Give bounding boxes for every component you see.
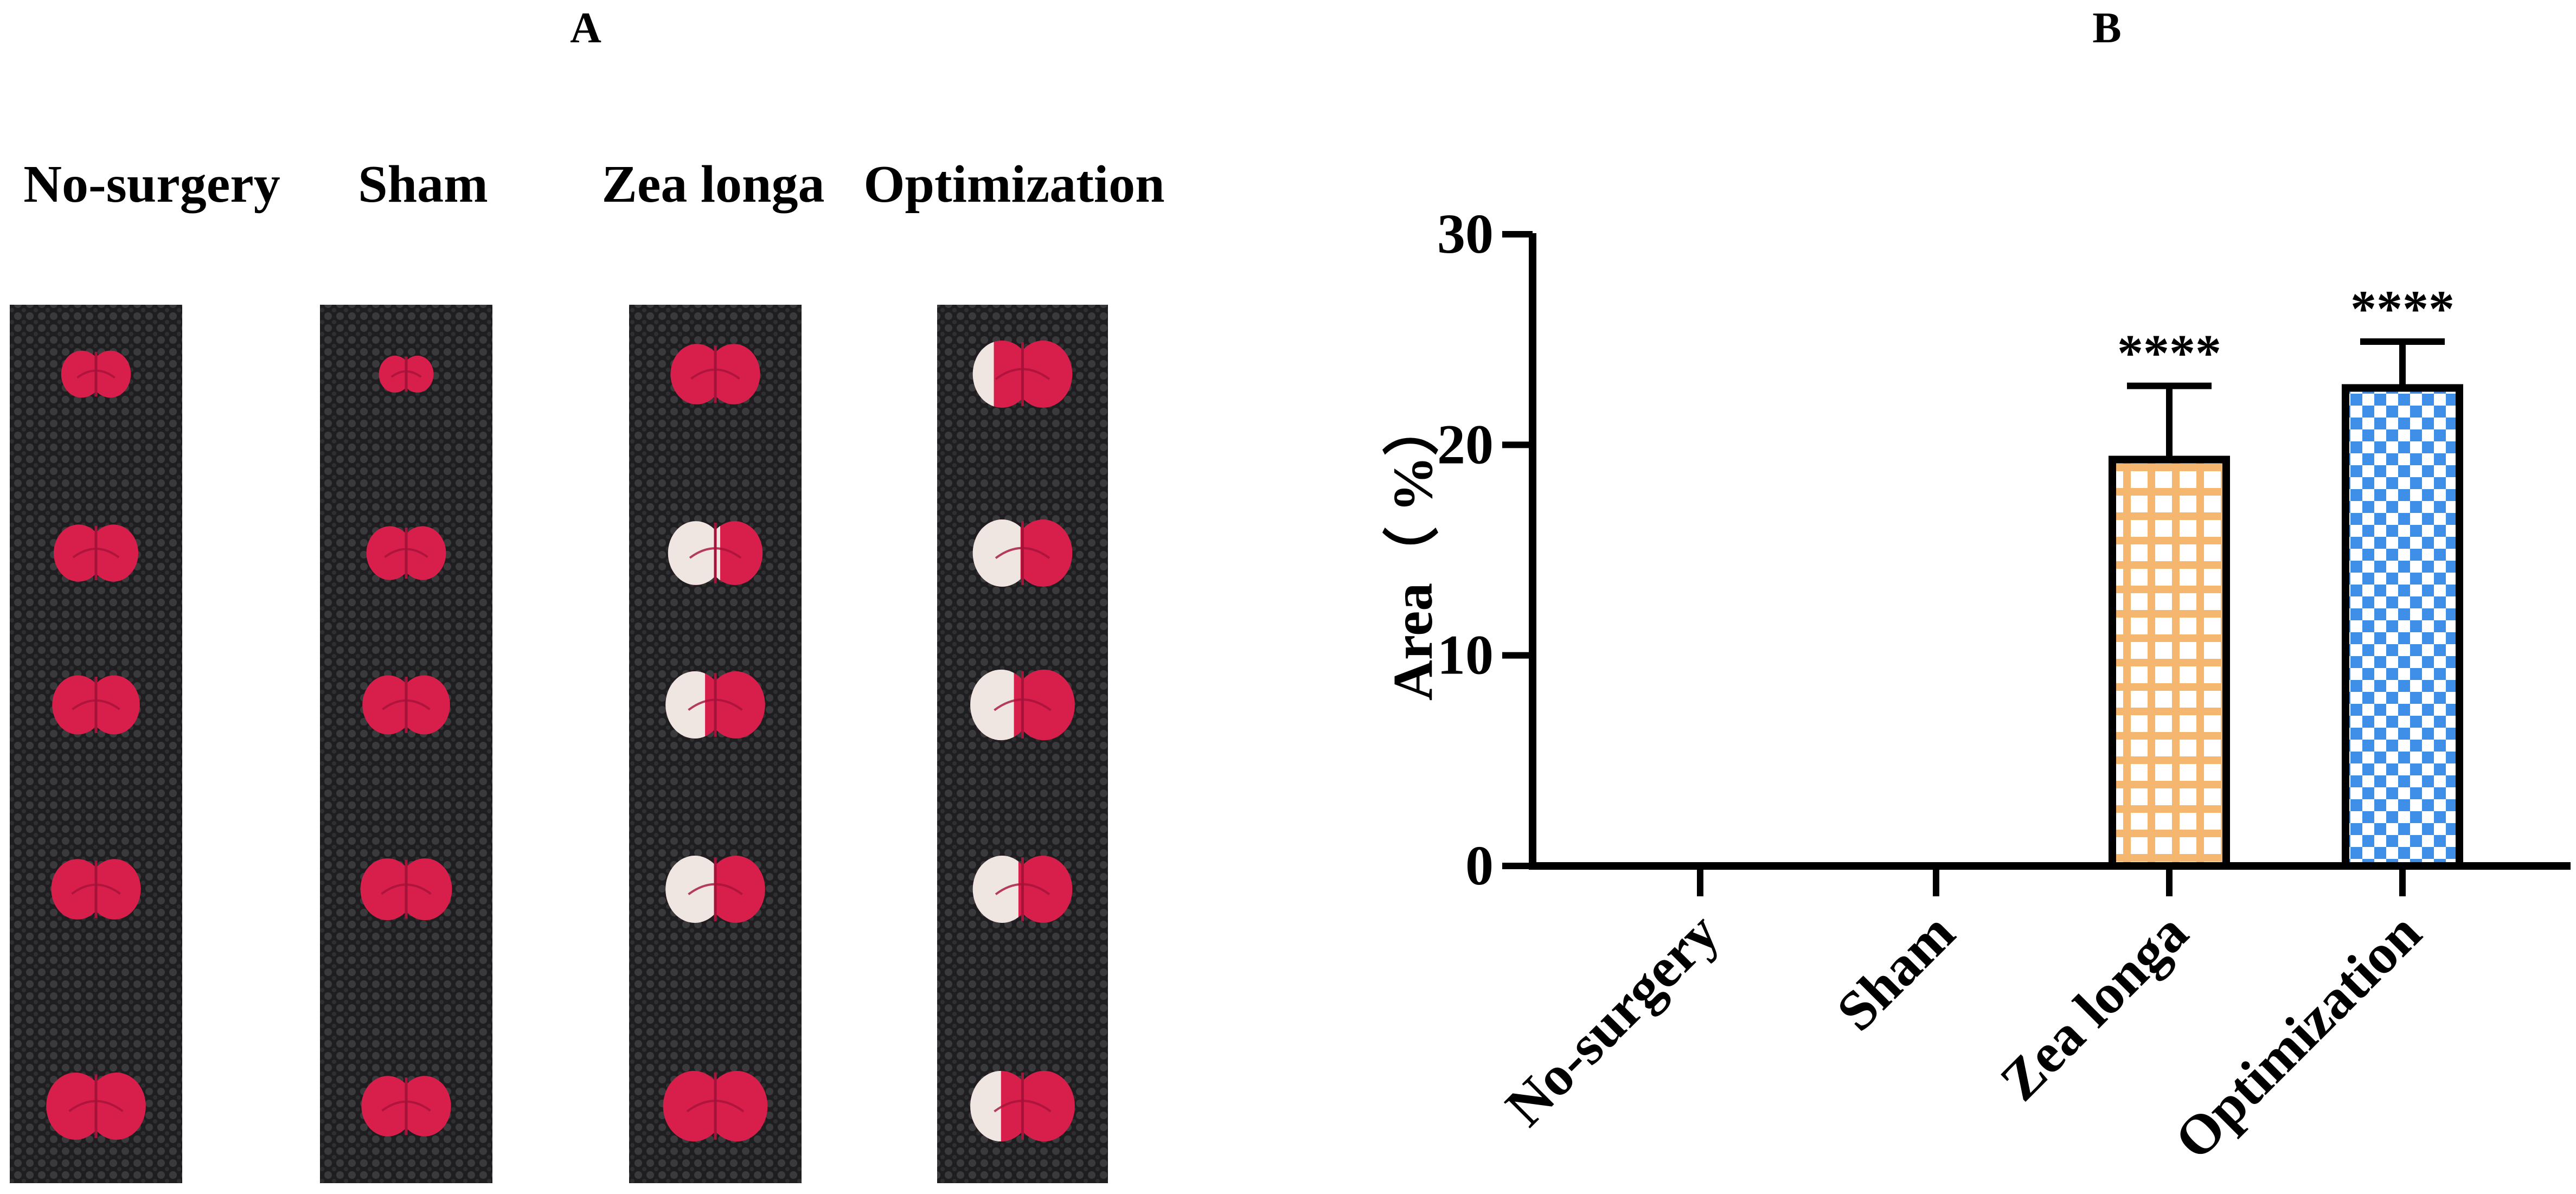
y-axis-title: Area（ %） <box>1382 400 1444 701</box>
bar <box>2342 384 2463 870</box>
brain-slice <box>362 675 450 735</box>
brain-slice <box>665 671 765 739</box>
brain-slice <box>970 669 1075 741</box>
y-tick-label: 0 <box>1465 834 1494 897</box>
brain-slice <box>379 355 434 393</box>
brain-slice <box>972 856 1073 923</box>
brain-slice <box>663 1070 768 1142</box>
mesh-strip <box>629 305 802 1183</box>
group-label: Sham <box>358 155 488 214</box>
brain-slice <box>61 350 131 398</box>
y-tick-label: 20 <box>1437 413 1494 476</box>
brain-slice <box>361 1076 451 1137</box>
brain-slice <box>970 1070 1075 1142</box>
bar-chart: 0 10 20 30 Area（ %） No-surgery Sham **** Zea lon… <box>1382 203 2571 1171</box>
significance-label: **** <box>2350 280 2455 338</box>
brain-slice <box>972 341 1073 408</box>
category-label: Sham <box>1825 901 1966 1043</box>
brain-slice <box>665 856 765 923</box>
panel-label-b: B <box>2092 4 2121 52</box>
brain-slice <box>670 344 760 405</box>
group-label: Zea longa <box>601 155 824 214</box>
category-label: Optimization <box>2163 901 2433 1171</box>
mesh-strip <box>10 305 182 1183</box>
brain-slice <box>53 524 139 582</box>
bar <box>2109 455 2230 870</box>
brain-slice <box>366 526 446 580</box>
group-label: Optimization <box>863 155 1164 214</box>
category-label: Zea longa <box>1988 901 2200 1113</box>
panel-label-a: A <box>570 4 601 52</box>
category-label: No-surgery <box>1494 901 1731 1138</box>
brain-slice <box>46 1073 146 1140</box>
y-tick-label: 10 <box>1437 624 1494 686</box>
brain-slice <box>668 521 763 585</box>
group-label: No-surgery <box>23 155 280 214</box>
photo-panel: No-surgery Sham Zea longa Optimization <box>10 155 1165 1183</box>
mesh-strip <box>320 305 492 1183</box>
brain-slice <box>972 519 1073 587</box>
brain-slice <box>51 859 141 920</box>
brain-slice <box>360 858 452 921</box>
mesh-strip <box>937 305 1108 1183</box>
significance-label: **** <box>2117 324 2221 382</box>
y-tick-label: 30 <box>1437 203 1494 265</box>
brain-slice <box>52 675 140 735</box>
